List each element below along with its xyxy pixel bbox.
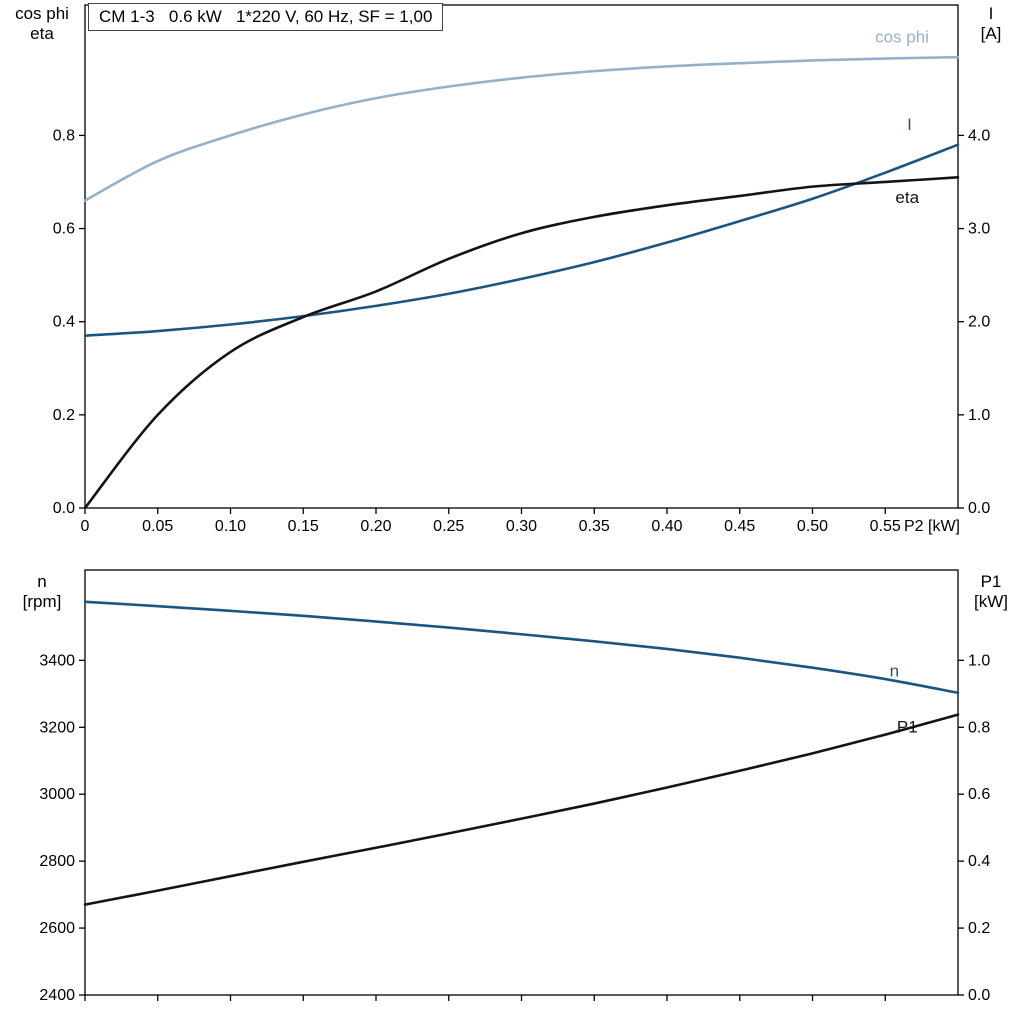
motor-speed-power-curves-left-tick-label: 2400 <box>39 987 75 1004</box>
motor-electrical-curves-series-label-eta: eta <box>895 188 919 207</box>
motor-electrical-curves-right-tick-label: 2.0 <box>968 314 990 331</box>
motor-electrical-curves-x-tick-label: 0.25 <box>433 518 464 535</box>
motor-electrical-curves-right-tick-label: 4.0 <box>968 127 990 144</box>
motor-electrical-curves-series-I <box>83 143 960 337</box>
motor-electrical-curves-x-tick-label: 0.10 <box>215 518 246 535</box>
bottom-right-axis-header: P1 [kW] <box>960 572 1022 612</box>
bottom-left-axis-label-line2: [rpm] <box>22 592 62 611</box>
motor-electrical-curves-left-tick-label: 0.4 <box>53 314 75 331</box>
motor-electrical-curves-x-tick-label: 0 <box>81 518 90 535</box>
bottom-right-axis-label-line2: [kW] <box>974 592 1008 611</box>
motor-electrical-curves-left-tick-label: 0.8 <box>53 127 75 144</box>
motor-electrical-curves-x-tick-label: 0.50 <box>797 518 828 535</box>
motor-electrical-curves-x-axis-unit-label: P2 [kW] <box>904 518 960 535</box>
bottom-right-axis-label-line1: P1 <box>980 572 1002 591</box>
motor-speed-power-curves-left-tick-label: 2800 <box>39 853 75 870</box>
motor-electrical-curves-right-tick-label: 1.0 <box>968 407 990 424</box>
motor-speed-power-curves-right-tick-label: 1.0 <box>968 652 990 669</box>
motor-electrical-curves-x-tick-label: 0.55 <box>870 518 901 535</box>
motor-speed-power-curves-right-tick-label: 0.8 <box>968 719 990 736</box>
motor-speed-power-curves-left-tick-label: 3000 <box>39 786 75 803</box>
motor-electrical-curves-left-tick-label: 0.0 <box>53 500 75 517</box>
bottom-left-axis-label-line1: n <box>37 572 47 591</box>
motor-speed-power-curves-left-tick-label: 2600 <box>39 920 75 937</box>
motor-speed-power-curves-left-tick-label: 3400 <box>39 652 75 669</box>
motor-speed-power-curves-left-tick-label: 3200 <box>39 719 75 736</box>
motor-speed-power-curves-series-P1 <box>83 713 960 906</box>
bottom-left-axis-header: n [rpm] <box>2 572 82 612</box>
motor-speed-power-curves-right-tick-label: 0.4 <box>968 853 990 870</box>
motor-electrical-curves-series-cos-phi <box>83 55 960 202</box>
motor-electrical-curves-left-tick-label: 0.6 <box>53 221 75 238</box>
motor-electrical-curves-x-tick-label: 0.05 <box>142 518 173 535</box>
motor-speed-power-curves-series-label-P1: P1 <box>897 717 918 736</box>
top-left-axis-label-line1: cos phi <box>15 4 69 23</box>
motor-electrical-curves-x-tick-label: 0.45 <box>724 518 755 535</box>
motor-electrical-curves-frame <box>84 4 959 509</box>
chart-title-box: CM 1-3 0.6 kW 1*220 V, 60 Hz, SF = 1,00 <box>88 3 444 31</box>
motor-electrical-curves-series-label-cos-phi: cos phi <box>875 27 929 46</box>
motor-electrical-curves-left-tick-label: 0.2 <box>53 407 75 424</box>
motor-electrical-curves-x-tick-label: 0.40 <box>651 518 682 535</box>
top-right-axis-header: I [A] <box>960 4 1022 44</box>
motor-electrical-curves-series-label-I: I <box>907 115 912 134</box>
motor-speed-power-curves-right-tick-label: 0.0 <box>968 987 990 1004</box>
motor-speed-power-curves-right-tick-label: 0.6 <box>968 786 990 803</box>
motor-electrical-curves-series-eta <box>83 176 960 510</box>
top-right-axis-label-line2: [A] <box>980 24 1002 43</box>
motor-electrical-curves-x-tick-label: 0.35 <box>579 518 610 535</box>
top-left-axis-label-line2: eta <box>30 24 54 43</box>
top-left-axis-header: cos phi eta <box>2 4 82 44</box>
motor-speed-power-curves-right-tick-label: 0.2 <box>968 920 990 937</box>
motor-electrical-curves-right-tick-label: 0.0 <box>968 500 990 517</box>
motor-speed-power-curves-series-n <box>83 600 960 695</box>
motor-electrical-curves-x-tick-label: 0.30 <box>506 518 537 535</box>
motor-electrical-curves-right-tick-label: 3.0 <box>968 221 990 238</box>
motor-speed-power-curves-series-label-n: n <box>890 661 899 680</box>
top-right-axis-label-line1: I <box>988 4 994 23</box>
motor-electrical-curves-x-tick-label: 0.20 <box>360 518 391 535</box>
motor-electrical-curves-x-tick-label: 0.15 <box>288 518 319 535</box>
